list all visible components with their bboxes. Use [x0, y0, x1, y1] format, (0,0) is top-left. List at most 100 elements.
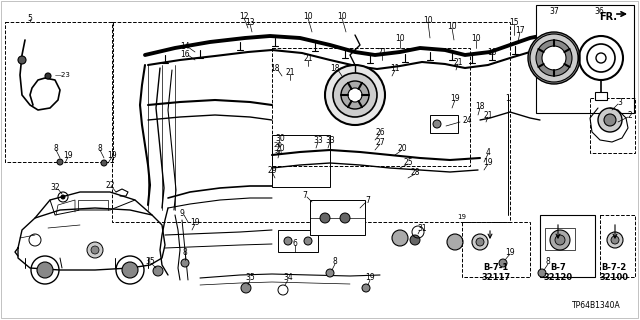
Text: 14: 14 — [180, 42, 190, 51]
Circle shape — [320, 213, 330, 223]
Circle shape — [87, 242, 103, 258]
Circle shape — [447, 234, 463, 250]
Text: 7: 7 — [365, 196, 371, 204]
Circle shape — [528, 32, 580, 84]
Bar — [278, 230, 318, 252]
Text: 21: 21 — [303, 53, 313, 62]
Text: —23: —23 — [55, 72, 71, 78]
Text: 28: 28 — [410, 167, 420, 177]
Circle shape — [555, 235, 565, 245]
Text: 30: 30 — [273, 150, 282, 156]
Bar — [430, 115, 458, 133]
Text: FR.: FR. — [599, 12, 617, 22]
Circle shape — [598, 108, 622, 132]
Circle shape — [278, 285, 288, 295]
Text: 17: 17 — [515, 26, 525, 35]
Text: B-7: B-7 — [550, 263, 566, 273]
Circle shape — [341, 81, 369, 109]
Circle shape — [550, 230, 570, 250]
Circle shape — [57, 159, 63, 165]
Text: 3: 3 — [618, 98, 623, 107]
Text: 8: 8 — [333, 258, 337, 267]
Bar — [272, 48, 470, 166]
Text: 19: 19 — [190, 218, 200, 227]
Text: 21: 21 — [453, 58, 463, 67]
Circle shape — [340, 213, 350, 223]
Circle shape — [61, 195, 65, 199]
Text: 10: 10 — [471, 34, 481, 43]
Bar — [600, 215, 635, 277]
Circle shape — [433, 120, 441, 128]
Text: 10: 10 — [337, 12, 347, 20]
Text: 25: 25 — [403, 157, 413, 166]
Text: 33: 33 — [325, 135, 335, 145]
Text: 1: 1 — [506, 93, 510, 102]
Text: 30: 30 — [275, 133, 285, 142]
Text: 32120: 32120 — [543, 274, 573, 283]
Text: 20: 20 — [273, 142, 282, 148]
Text: 20: 20 — [275, 143, 285, 153]
Text: 19: 19 — [505, 247, 515, 257]
Circle shape — [241, 283, 251, 293]
Text: 36: 36 — [594, 6, 604, 15]
Text: 16: 16 — [180, 50, 190, 59]
Text: 35: 35 — [245, 274, 255, 283]
Circle shape — [348, 88, 362, 102]
Text: 18: 18 — [330, 63, 340, 73]
Text: 19: 19 — [458, 214, 467, 220]
Text: 2: 2 — [628, 110, 632, 119]
Text: 11: 11 — [390, 63, 400, 73]
Text: 26: 26 — [375, 127, 385, 137]
Text: 8: 8 — [98, 143, 102, 153]
Text: 33: 33 — [313, 135, 323, 145]
Bar — [545, 228, 575, 250]
Circle shape — [542, 46, 566, 70]
Circle shape — [304, 237, 312, 245]
Text: 35: 35 — [145, 258, 155, 267]
Circle shape — [37, 262, 53, 278]
Text: 22: 22 — [105, 180, 115, 189]
Circle shape — [18, 56, 26, 64]
Text: 27: 27 — [375, 138, 385, 147]
Circle shape — [530, 34, 578, 82]
Bar — [536, 5, 634, 113]
Text: 18: 18 — [270, 63, 280, 73]
Circle shape — [326, 269, 334, 277]
Text: B-7-1: B-7-1 — [483, 263, 509, 273]
Text: 32117: 32117 — [481, 274, 511, 283]
Bar — [310, 200, 365, 235]
Text: 18: 18 — [476, 101, 484, 110]
Circle shape — [122, 262, 138, 278]
Circle shape — [536, 40, 572, 76]
Bar — [112, 22, 510, 222]
Circle shape — [325, 65, 385, 125]
Text: TP64B1340A: TP64B1340A — [572, 301, 621, 310]
Circle shape — [101, 160, 107, 166]
Text: 15: 15 — [509, 18, 519, 27]
Bar — [540, 215, 595, 277]
Text: 10: 10 — [395, 34, 405, 43]
Text: 8: 8 — [54, 143, 58, 153]
Text: 21: 21 — [285, 68, 295, 76]
Text: 9: 9 — [180, 209, 184, 218]
Circle shape — [153, 266, 163, 276]
Text: 10: 10 — [447, 21, 457, 30]
Circle shape — [362, 284, 370, 292]
Text: 21: 21 — [483, 110, 493, 119]
Text: 19: 19 — [365, 274, 375, 283]
Bar — [272, 135, 330, 187]
Circle shape — [611, 236, 619, 244]
Text: 13: 13 — [245, 18, 255, 27]
Text: 34: 34 — [283, 274, 293, 283]
Circle shape — [604, 114, 616, 126]
Circle shape — [45, 73, 51, 79]
Text: 32: 32 — [50, 182, 60, 191]
Text: 12: 12 — [239, 12, 249, 20]
Text: 8: 8 — [182, 247, 188, 257]
Text: 31: 31 — [417, 223, 427, 233]
Text: 29: 29 — [267, 165, 277, 174]
Text: 8: 8 — [546, 258, 550, 267]
Circle shape — [181, 259, 189, 267]
Text: 37: 37 — [549, 6, 559, 15]
Circle shape — [284, 237, 292, 245]
